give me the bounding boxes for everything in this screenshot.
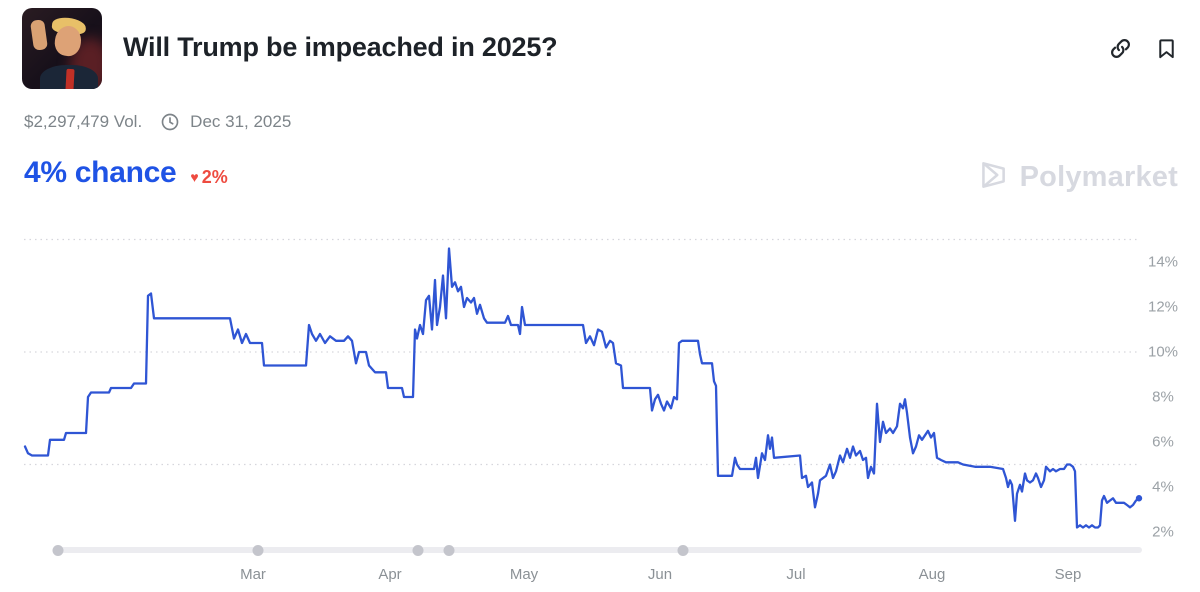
chance-line [23,247,1141,529]
market-title: Will Trump be impeached in 2025? [123,32,558,62]
scrubber-dot[interactable] [412,544,424,556]
price-chart[interactable] [0,230,1200,562]
month-tick-label: Aug [918,566,946,583]
avatar-hand [29,19,49,51]
market-meta: $2,297,479 Vol. Dec 31, 2025 [24,112,291,132]
scrubber-track[interactable] [55,547,1142,553]
polymarket-logo-icon [976,158,1010,197]
end-date-label: Dec 31, 2025 [190,112,292,131]
latest-point-dot [1135,495,1143,502]
month-tick-label: Jul [786,566,806,583]
copy-link-icon[interactable] [1108,36,1133,61]
volume-label: $2,297,479 Vol. [24,112,143,131]
scrubber-dot[interactable] [52,544,64,556]
y-tick-label: 14% [1147,253,1179,271]
bookmark-icon[interactable] [1155,36,1178,61]
month-tick-label: May [509,566,539,583]
chance-row: 4% chance ♥ 2% [24,156,228,190]
scrubber-dot[interactable] [443,544,455,556]
polymarket-brand-text: Polymarket [1019,161,1178,193]
y-tick-label: 12% [1147,298,1179,316]
change-down-icon: ♥ [190,169,199,185]
market-avatar [22,8,102,89]
scrubber-dot[interactable] [677,544,689,556]
y-tick-label: 10% [1147,343,1179,361]
month-tick-label: Sep [1054,566,1082,583]
y-tick-label: 2% [1152,523,1174,541]
chance-value: 4% chance [24,156,177,189]
polymarket-watermark: Polymarket [976,158,1178,197]
clock-icon [160,112,180,132]
change-indicator: ♥ 2% [190,167,227,188]
month-tick-label: Jun [647,566,673,583]
y-tick-label: 4% [1152,478,1174,496]
header-actions [1108,36,1178,61]
y-tick-label: 6% [1152,433,1174,451]
scrubber-dot[interactable] [252,544,264,556]
month-tick-label: Mar [240,566,266,583]
change-value: 2% [201,166,228,187]
month-tick-label: Apr [378,566,402,583]
y-tick-label: 8% [1152,388,1174,406]
avatar-tie [65,68,75,89]
